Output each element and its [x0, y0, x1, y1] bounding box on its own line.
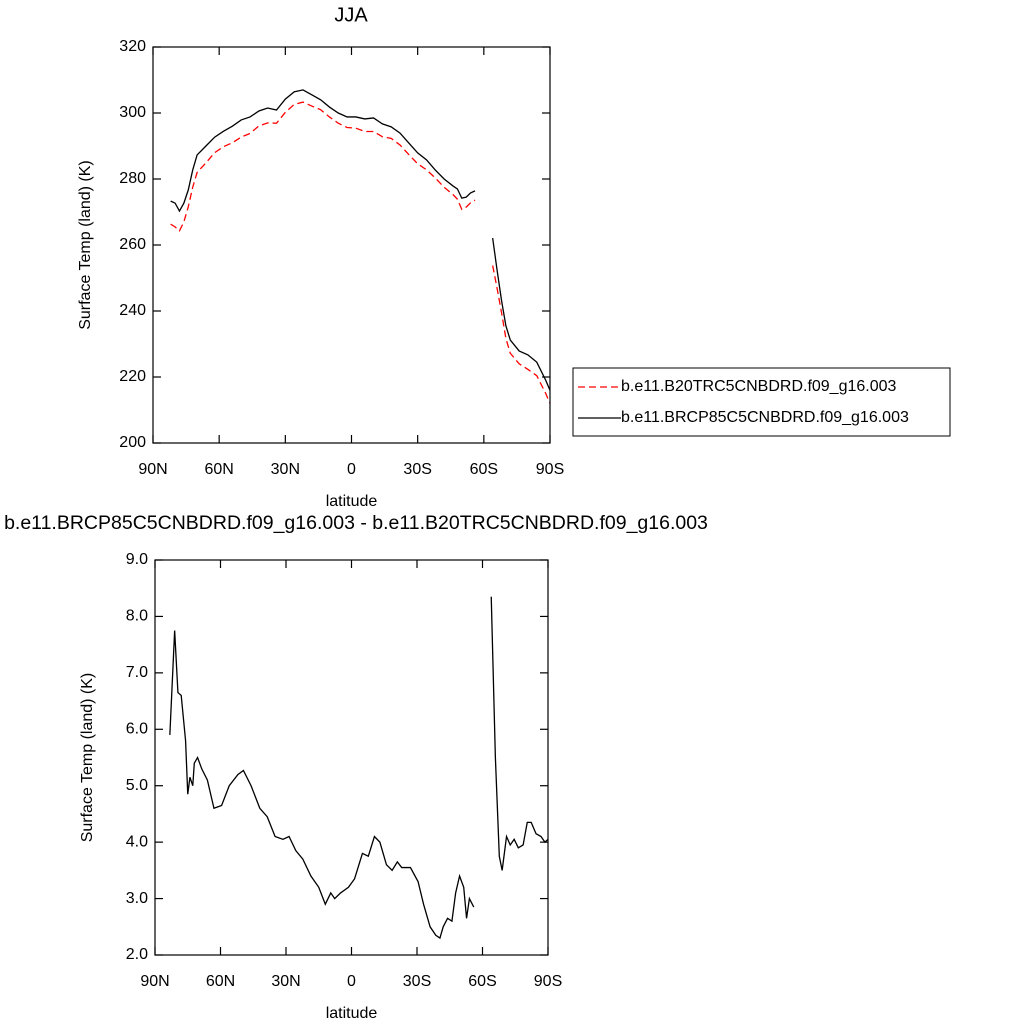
y-tick-label: 300	[119, 104, 146, 121]
plot-frame	[152, 46, 551, 444]
y-tick-label: 320	[119, 38, 146, 55]
legend-label: b.e11.B20TRC5CNBDRD.f09_g16.003	[621, 378, 897, 395]
y-tick-label: 7.0	[126, 664, 148, 681]
x-tick-label: 60S	[468, 973, 496, 990]
y-tick-label: 8.0	[126, 608, 148, 625]
y-tick-label: 5.0	[126, 777, 148, 794]
x-tick-label: 30N	[271, 461, 300, 478]
chart-title: JJA	[334, 4, 368, 26]
x-tick-label: 90N	[140, 973, 169, 990]
x-tick-label: 30N	[271, 973, 300, 990]
data-line	[169, 596, 549, 940]
y-tick-label: 260	[119, 236, 146, 253]
legend-label: b.e11.BRCP85C5CNBDRD.f09_g16.003	[621, 409, 909, 426]
y-tick-label: 240	[119, 302, 146, 319]
x-axis-label: latitude	[326, 493, 378, 510]
data-line	[170, 101, 551, 404]
x-tick-label: 0	[347, 461, 356, 478]
y-tick-label: 4.0	[126, 833, 148, 850]
y-tick-label: 280	[119, 170, 146, 187]
x-axis-label: latitude	[326, 1005, 378, 1022]
y-tick-label: 200	[119, 434, 146, 451]
x-tick-label: 0	[347, 973, 356, 990]
y-tick-label: 3.0	[126, 890, 148, 907]
y-tick-label: 2.0	[126, 946, 148, 963]
y-tick-label: 6.0	[126, 721, 148, 738]
x-tick-label: 30S	[403, 973, 431, 990]
x-tick-label: 30S	[403, 461, 431, 478]
y-axis-label: Surface Temp (land) (K)	[77, 160, 94, 330]
data-line	[170, 89, 551, 391]
y-axis-label: Surface Temp (land) (K)	[79, 673, 96, 843]
chart-title: b.e11.BRCP85C5CNBDRD.f09_g16.003 - b.e11…	[4, 512, 708, 534]
plot-frame	[154, 559, 549, 956]
legend-box	[572, 367, 951, 437]
x-tick-label: 60S	[470, 461, 498, 478]
y-tick-label: 9.0	[126, 551, 148, 568]
x-tick-label: 60N	[204, 461, 233, 478]
x-tick-label: 60N	[206, 973, 235, 990]
x-tick-label: 90S	[536, 461, 564, 478]
x-tick-label: 90N	[138, 461, 167, 478]
x-tick-label: 90S	[534, 973, 562, 990]
y-tick-label: 220	[119, 368, 146, 385]
